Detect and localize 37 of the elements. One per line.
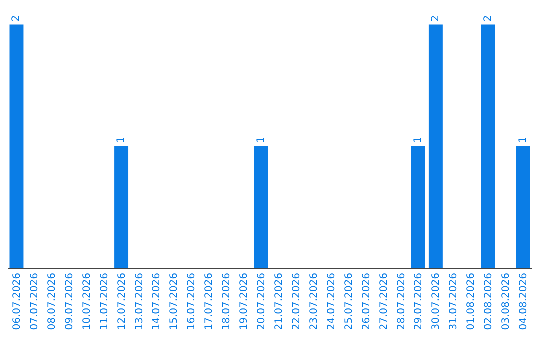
x-tick-label: 19.07.2026 bbox=[239, 273, 250, 330]
data-label: 1 bbox=[518, 137, 529, 144]
x-tick-label: 31.07.2026 bbox=[448, 273, 460, 330]
x-tick-label: 26.07.2026 bbox=[361, 273, 372, 330]
x-tick-label: 16.07.2026 bbox=[186, 273, 198, 330]
x-tick-label: 14.07.2026 bbox=[152, 273, 163, 330]
x-tick-label: 20.07.2026 bbox=[256, 273, 268, 330]
data-label: 1 bbox=[116, 137, 128, 144]
x-tick-label: 15.07.2026 bbox=[169, 273, 180, 330]
data-label: 1 bbox=[412, 137, 424, 144]
x-tick-label: 08.07.2026 bbox=[46, 273, 58, 330]
x-tick-label: 27.07.2026 bbox=[378, 273, 390, 330]
x-tick-label: 22.07.2026 bbox=[291, 273, 302, 330]
x-tick-label: 13.07.2026 bbox=[134, 273, 146, 330]
x-tick-label: 03.08.2026 bbox=[501, 273, 512, 330]
x-tick-label: 18.07.2026 bbox=[222, 273, 233, 330]
data-label: 2 bbox=[11, 15, 22, 22]
x-tick-label: 02.08.2026 bbox=[484, 273, 495, 330]
x-tick-label: 10.07.2026 bbox=[82, 273, 93, 330]
data-label: 2 bbox=[430, 15, 442, 22]
x-tick-label: 30.07.2026 bbox=[431, 273, 442, 330]
x-tick-label: 09.07.2026 bbox=[64, 273, 76, 330]
x-tick-label: 23.07.2026 bbox=[308, 273, 320, 330]
data-label: 2 bbox=[482, 15, 494, 22]
x-tick-label: 06.07.2026 bbox=[12, 273, 23, 330]
x-tick-label: 29.07.2026 bbox=[414, 273, 425, 330]
x-tick-label: 17.07.2026 bbox=[204, 273, 216, 330]
x-tick-label: 04.08.2026 bbox=[518, 273, 530, 330]
x-tick-label: 01.08.2026 bbox=[466, 273, 478, 330]
x-tick-label: 24.07.2026 bbox=[326, 273, 338, 330]
x-tick-label: 21.07.2026 bbox=[274, 273, 285, 330]
x-tick-label: 11.07.2026 bbox=[99, 273, 110, 330]
data-label: 1 bbox=[256, 137, 267, 144]
x-tick-label: 07.07.2026 bbox=[29, 273, 40, 330]
x-tick-label: 12.07.2026 bbox=[116, 273, 128, 330]
x-tick-label: 28.07.2026 bbox=[396, 273, 408, 330]
x-tick-label: 25.07.2026 bbox=[344, 273, 355, 330]
